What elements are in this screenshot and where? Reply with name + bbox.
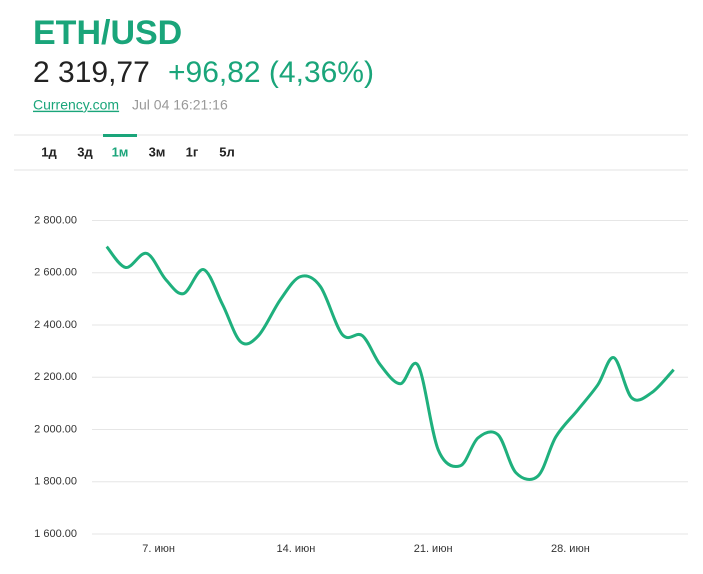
plot: 1 600.00 1 800.00 2 000.00 2 200.00 2 400.00… (34, 214, 688, 555)
tab[interactable]: 5л (219, 144, 235, 159)
title: ETH/USD (33, 14, 182, 52)
y-tick-label: 2 200.00 (34, 371, 77, 383)
price-line (105, 245, 675, 481)
price: 2 319,77 (33, 56, 150, 89)
tab[interactable]: 1д (41, 144, 57, 159)
x-tick-label: 14. июн (276, 543, 315, 555)
y-tick-label: 2 400.00 (34, 319, 77, 331)
y-tick-label: 2 000.00 (34, 423, 77, 435)
tab[interactable]: 1г (186, 144, 199, 159)
timestamp: Jul 04 16:21:16 (132, 97, 228, 113)
y-tick-label: 1 800.00 (34, 476, 77, 488)
y-tick-label: 1 600.00 (34, 528, 77, 540)
active-tab-indicator (103, 134, 137, 137)
tab[interactable]: 3д (77, 144, 93, 159)
tab[interactable]: 1м (112, 144, 129, 159)
tab[interactable]: 3м (149, 144, 166, 159)
change: +96,82 (4,36%) (168, 56, 374, 89)
x-tick-label: 21. июн (414, 543, 453, 555)
y-tick-label: 2 800.00 (34, 214, 77, 226)
tabs: 1д 3д 1м 3м 1г 5л (41, 144, 234, 159)
source-link[interactable]: Currency.com (33, 97, 119, 113)
x-tick-label: 28. июн (551, 543, 590, 555)
x-tick-label: 7. июн (142, 543, 175, 555)
y-tick-label: 2 600.00 (34, 267, 77, 279)
